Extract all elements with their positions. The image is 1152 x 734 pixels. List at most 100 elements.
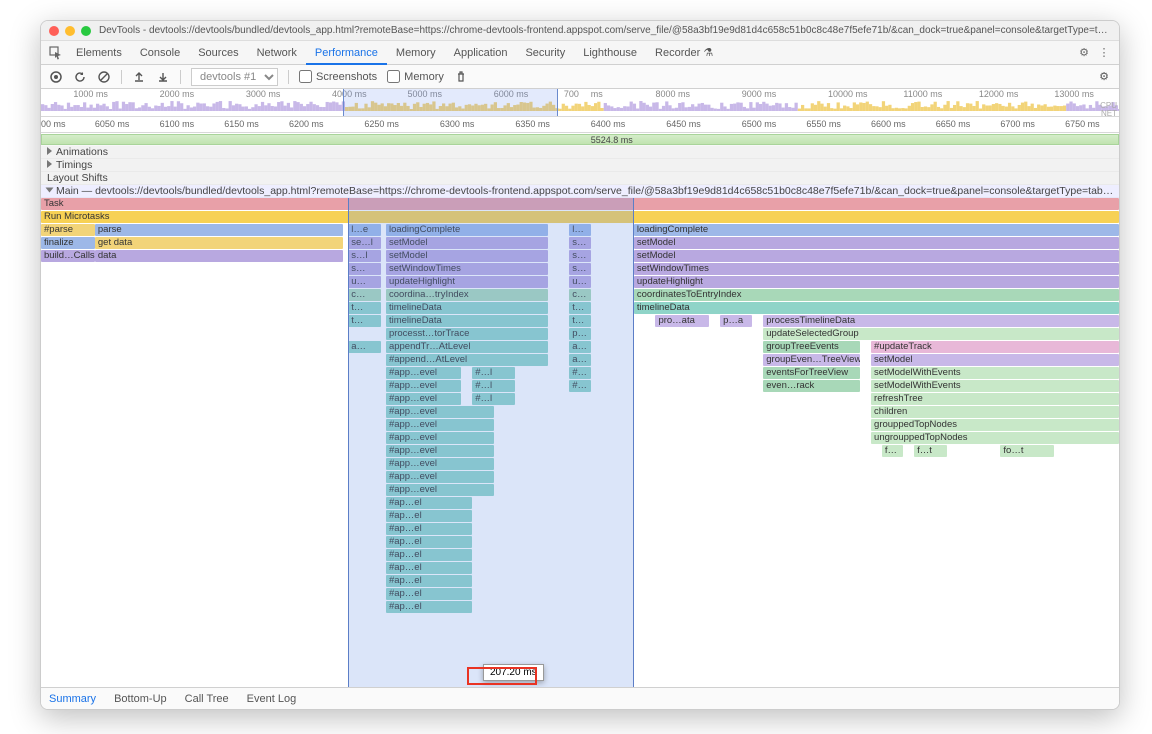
panel-tab-elements[interactable]: Elements [67, 43, 131, 63]
flame-chart[interactable]: TaskRun Microtasks#parseparsel…eloadingC… [41, 198, 1119, 614]
flame-event[interactable]: a… [569, 341, 591, 353]
layout-shifts-track[interactable]: Layout Shifts [41, 172, 1119, 185]
flame-event[interactable]: #… [569, 367, 591, 379]
target-select[interactable]: devtools #1 [191, 68, 278, 86]
flame-event[interactable]: t… [569, 302, 591, 314]
flame-event[interactable]: timelineData [386, 315, 548, 327]
flame-event[interactable]: setWindowTimes [386, 263, 548, 275]
panel-tab-performance[interactable]: Performance [306, 43, 387, 65]
timeline-overview[interactable]: 1000 ms2000 ms3000 ms4000 ms5000 ms6000 … [41, 89, 1119, 117]
flame-event[interactable]: updateSelectedGroup [763, 328, 1119, 340]
animations-track[interactable]: Animations [41, 146, 1119, 159]
flame-event[interactable]: #app…evel [386, 432, 494, 444]
flame-event[interactable]: s… [348, 263, 380, 275]
flame-event[interactable]: timelineData [386, 302, 548, 314]
flame-event[interactable]: #ap…el [386, 601, 472, 613]
flame-event[interactable]: f… [882, 445, 904, 457]
flame-event[interactable]: #ap…el [386, 575, 472, 587]
flame-event[interactable]: u… [348, 276, 380, 288]
flame-event[interactable]: Run Microtasks [41, 211, 1119, 223]
details-tab-bottomup[interactable]: Bottom-Up [114, 693, 167, 705]
flame-event[interactable]: loadingComplete [634, 224, 1119, 236]
flame-event[interactable]: finalize [41, 237, 95, 249]
flame-event[interactable]: s… [569, 263, 591, 275]
timeline-ruler[interactable]: 00 ms6050 ms6100 ms6150 ms6200 ms6250 ms… [41, 117, 1119, 133]
flame-event[interactable]: timelineData [634, 302, 1119, 314]
flame-event[interactable]: #parse [41, 224, 95, 236]
flame-event[interactable]: #ap…el [386, 523, 472, 535]
flame-event[interactable]: setModelWithEvents [871, 380, 1119, 392]
details-tab-summary[interactable]: Summary [49, 693, 96, 705]
settings-gear-icon[interactable]: ⚙ [1075, 46, 1093, 59]
flame-event[interactable]: s… [569, 250, 591, 262]
flame-event[interactable]: a… [348, 341, 380, 353]
flame-event[interactable]: #ap…el [386, 510, 472, 522]
flame-event[interactable]: #app…evel [386, 393, 461, 405]
overview-selection[interactable] [343, 89, 559, 116]
frames-track[interactable]: Frames 5524.8 ms [41, 133, 1119, 146]
flame-event[interactable]: #append…AtLevel [386, 354, 548, 366]
flame-event[interactable]: ungrouppedTopNodes [871, 432, 1119, 444]
flame-event[interactable]: #app…evel [386, 367, 461, 379]
flame-event[interactable]: #app…evel [386, 458, 494, 470]
flame-event[interactable]: children [871, 406, 1119, 418]
flame-event[interactable]: coordinatesToEntryIndex [634, 289, 1119, 301]
flame-event[interactable]: build…Calls [41, 250, 95, 262]
flame-event[interactable]: Task [41, 198, 1119, 210]
flame-event[interactable]: setModel [386, 237, 548, 249]
clear-icon[interactable] [97, 70, 111, 84]
flame-event[interactable]: c… [348, 289, 380, 301]
flame-event[interactable]: processt…torTrace [386, 328, 548, 340]
flame-event[interactable]: setModel [386, 250, 548, 262]
flame-event[interactable]: #… [569, 380, 591, 392]
flame-event[interactable]: fo…t [1000, 445, 1054, 457]
flame-event[interactable]: p… [569, 328, 591, 340]
flame-event[interactable]: l…e [348, 224, 380, 236]
download-icon[interactable] [156, 70, 170, 84]
flame-event[interactable]: processTimelineData [763, 315, 1119, 327]
flame-event[interactable]: grouppedTopNodes [871, 419, 1119, 431]
flame-event[interactable]: #app…evel [386, 471, 494, 483]
flame-event[interactable]: #ap…el [386, 588, 472, 600]
flame-event[interactable]: groupEven…TreeView [763, 354, 860, 366]
zoom-icon[interactable] [81, 26, 91, 36]
flame-event[interactable]: c… [569, 289, 591, 301]
flame-event[interactable]: groupTreeEvents [763, 341, 860, 353]
flame-event[interactable]: setModel [634, 250, 1119, 262]
flame-event[interactable]: #ap…el [386, 562, 472, 574]
flame-event[interactable]: get data [95, 237, 343, 249]
timings-track[interactable]: Timings [41, 159, 1119, 172]
panel-tab-memory[interactable]: Memory [387, 43, 445, 63]
more-menu-icon[interactable]: ⋮ [1095, 46, 1113, 59]
flame-event[interactable]: setModelWithEvents [871, 367, 1119, 379]
flame-event[interactable]: #app…evel [386, 406, 494, 418]
flame-event[interactable]: setWindowTimes [634, 263, 1119, 275]
panel-tab-recorder[interactable]: Recorder ⚗ [646, 43, 722, 63]
flame-event[interactable]: #app…evel [386, 419, 494, 431]
main-track-header[interactable]: Main — devtools://devtools/bundled/devto… [41, 185, 1119, 198]
screenshots-checkbox[interactable]: Screenshots [299, 70, 377, 83]
flame-event[interactable]: #ap…el [386, 536, 472, 548]
details-tab-eventlog[interactable]: Event Log [247, 693, 297, 705]
flame-event[interactable]: #ap…el [386, 497, 472, 509]
flame-event[interactable]: setModel [871, 354, 1119, 366]
flame-event[interactable]: #…l [472, 380, 515, 392]
flame-event[interactable]: t… [348, 302, 380, 314]
details-tab-calltree[interactable]: Call Tree [185, 693, 229, 705]
flame-event[interactable]: #app…evel [386, 445, 494, 457]
record-icon[interactable] [49, 70, 63, 84]
flame-event[interactable]: p…a [720, 315, 752, 327]
flame-event[interactable]: f…t [914, 445, 946, 457]
flame-event[interactable]: pro…ata [655, 315, 709, 327]
panel-tab-sources[interactable]: Sources [189, 43, 247, 63]
flame-event[interactable]: appendTr…AtLevel [386, 341, 548, 353]
flame-event[interactable]: #ap…el [386, 549, 472, 561]
panel-tab-console[interactable]: Console [131, 43, 189, 63]
flame-event[interactable]: setModel [634, 237, 1119, 249]
flame-event[interactable]: even…rack [763, 380, 860, 392]
panel-tab-network[interactable]: Network [248, 43, 306, 63]
flame-event[interactable]: s…l [348, 250, 380, 262]
panel-tab-application[interactable]: Application [445, 43, 517, 63]
flame-event[interactable]: #…l [472, 393, 515, 405]
flame-event[interactable]: se…l [348, 237, 380, 249]
